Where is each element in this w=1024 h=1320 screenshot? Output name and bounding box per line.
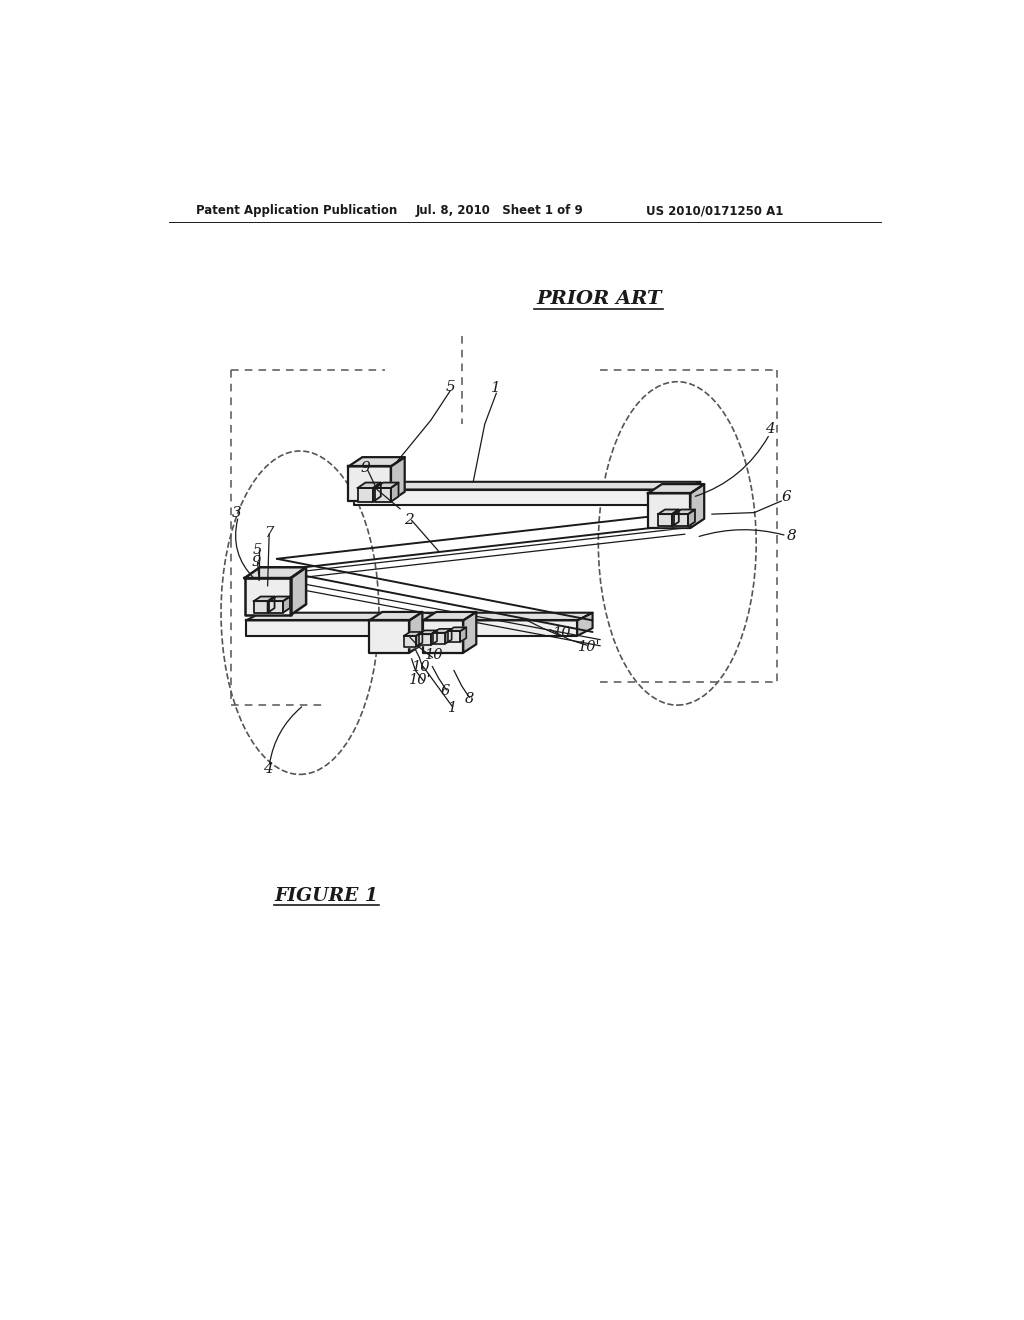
Text: 5: 5: [445, 380, 455, 395]
Polygon shape: [376, 483, 398, 488]
Polygon shape: [658, 515, 672, 527]
Polygon shape: [433, 632, 445, 644]
Polygon shape: [463, 612, 476, 653]
Text: Patent Application Publication: Patent Application Publication: [196, 205, 397, 218]
Polygon shape: [410, 612, 422, 653]
Polygon shape: [447, 631, 460, 642]
Polygon shape: [658, 510, 679, 515]
Text: 5: 5: [253, 543, 262, 557]
Polygon shape: [357, 483, 381, 488]
Polygon shape: [246, 620, 578, 636]
Polygon shape: [246, 612, 593, 620]
Polygon shape: [431, 631, 437, 645]
Polygon shape: [460, 627, 466, 642]
Text: 8: 8: [465, 692, 474, 706]
Polygon shape: [370, 620, 410, 653]
Polygon shape: [416, 632, 422, 647]
Polygon shape: [376, 488, 391, 502]
Polygon shape: [403, 632, 422, 636]
Polygon shape: [648, 484, 705, 494]
Text: 8: 8: [786, 529, 796, 543]
Text: US 2010/0171250 A1: US 2010/0171250 A1: [646, 205, 783, 218]
Polygon shape: [269, 601, 283, 612]
Polygon shape: [354, 490, 685, 506]
Text: 4: 4: [263, 762, 272, 776]
Polygon shape: [254, 597, 274, 601]
Text: 10': 10': [579, 640, 601, 653]
Polygon shape: [269, 597, 290, 601]
Polygon shape: [354, 482, 700, 490]
Text: 10: 10: [425, 648, 444, 663]
Polygon shape: [291, 568, 306, 615]
Polygon shape: [674, 510, 695, 515]
Polygon shape: [283, 597, 290, 612]
Text: 3: 3: [232, 506, 242, 520]
Polygon shape: [690, 484, 705, 528]
Text: FIGURE 1: FIGURE 1: [274, 887, 378, 906]
Text: 10': 10': [409, 673, 431, 688]
Polygon shape: [373, 483, 381, 502]
Polygon shape: [267, 597, 274, 612]
Text: PRIOR ART: PRIOR ART: [536, 290, 662, 309]
Text: 9: 9: [360, 461, 371, 475]
Polygon shape: [391, 483, 398, 502]
Polygon shape: [245, 578, 291, 615]
Polygon shape: [403, 636, 416, 647]
Polygon shape: [391, 457, 404, 502]
Polygon shape: [348, 457, 404, 466]
Polygon shape: [648, 494, 690, 528]
Text: Jul. 8, 2010   Sheet 1 of 9: Jul. 8, 2010 Sheet 1 of 9: [416, 205, 584, 218]
Text: 1: 1: [492, 381, 501, 395]
Polygon shape: [672, 510, 679, 527]
Polygon shape: [419, 631, 437, 635]
Text: 10: 10: [553, 627, 571, 640]
Polygon shape: [357, 488, 373, 502]
Text: 9: 9: [252, 554, 261, 569]
Polygon shape: [423, 612, 476, 620]
Polygon shape: [423, 620, 463, 653]
Polygon shape: [348, 466, 391, 502]
Polygon shape: [674, 515, 688, 527]
Polygon shape: [254, 601, 267, 612]
Polygon shape: [688, 510, 695, 527]
Polygon shape: [445, 628, 452, 644]
Polygon shape: [245, 568, 306, 578]
Polygon shape: [370, 612, 422, 620]
Polygon shape: [433, 628, 452, 632]
Polygon shape: [447, 627, 466, 631]
Polygon shape: [578, 612, 593, 636]
Polygon shape: [685, 482, 700, 506]
Text: 10: 10: [413, 660, 431, 675]
Text: 4: 4: [765, 422, 774, 437]
Polygon shape: [419, 635, 431, 645]
Text: 6: 6: [781, 490, 792, 504]
Text: 1: 1: [447, 701, 457, 715]
Text: 6: 6: [440, 684, 450, 698]
Text: 2: 2: [404, 513, 414, 527]
Text: 7: 7: [264, 527, 273, 540]
